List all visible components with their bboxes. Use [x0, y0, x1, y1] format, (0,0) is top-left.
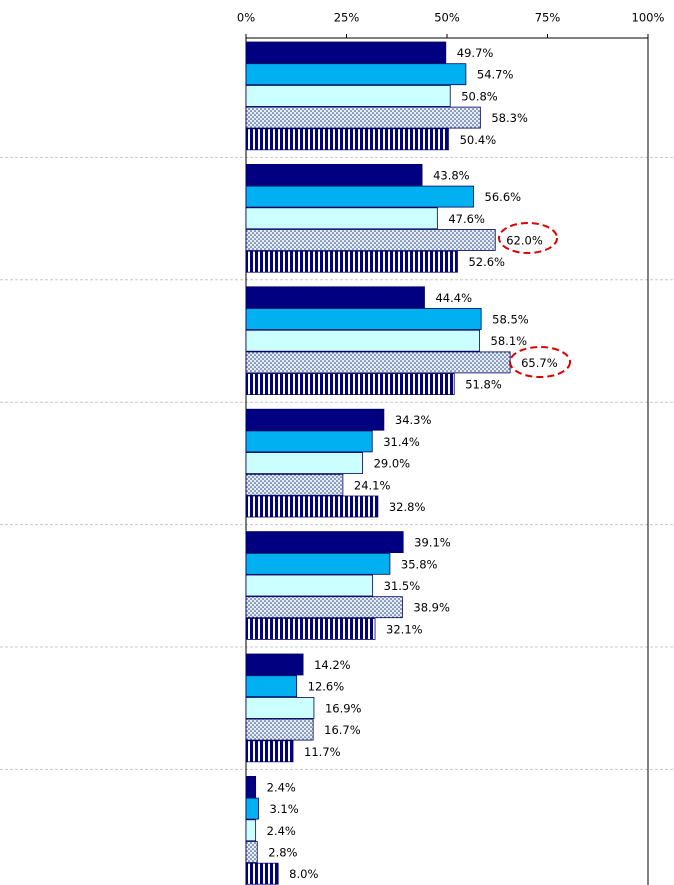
bar — [245, 819, 257, 842]
bar — [245, 128, 450, 151]
highlight-ellipse — [498, 222, 558, 254]
data-label: 38.9% — [413, 601, 450, 615]
data-label: 47.6% — [448, 212, 485, 226]
bar — [245, 207, 438, 230]
data-label: 39.1% — [414, 536, 451, 550]
bar — [245, 740, 294, 763]
data-label: 16.7% — [324, 723, 361, 737]
bar — [245, 408, 385, 431]
x-tick-label: 50% — [434, 11, 460, 25]
data-label: 2.4% — [267, 780, 296, 794]
bar — [245, 63, 467, 86]
bar — [245, 286, 425, 309]
bar — [245, 841, 258, 863]
bar — [245, 495, 379, 518]
data-label: 58.3% — [491, 111, 528, 125]
x-tick-label: 100% — [632, 11, 665, 25]
data-label: 43.8% — [433, 168, 470, 182]
bar — [245, 473, 344, 496]
data-label: 29.0% — [374, 457, 411, 471]
bar — [245, 596, 403, 619]
data-label: 52.6% — [468, 255, 505, 269]
bar — [245, 862, 279, 885]
data-label: 49.7% — [457, 46, 494, 60]
data-label: 58.1% — [491, 334, 528, 348]
bar — [245, 163, 423, 186]
data-label: 3.1% — [269, 802, 298, 816]
data-label: 35.8% — [401, 557, 438, 571]
data-label: 14.2% — [314, 658, 351, 672]
bar — [245, 531, 404, 553]
data-label: 12.6% — [308, 680, 345, 694]
data-label: 16.9% — [325, 701, 362, 715]
bar — [245, 675, 298, 698]
data-label: 2.8% — [268, 846, 297, 860]
data-label: 32.8% — [389, 500, 426, 514]
bar — [245, 552, 391, 575]
bar — [245, 106, 481, 129]
data-label: 8.0% — [289, 867, 318, 881]
bar — [245, 653, 304, 676]
data-label: 24.1% — [354, 478, 391, 492]
separators — [0, 156, 674, 770]
data-label: 56.6% — [485, 190, 522, 204]
bar — [245, 718, 314, 741]
bar — [245, 797, 259, 820]
bar — [245, 697, 315, 719]
bar — [245, 250, 458, 273]
bar — [245, 776, 257, 798]
bar — [245, 329, 480, 352]
data-label: 44.4% — [435, 291, 472, 305]
bar — [245, 229, 496, 251]
data-label: 51.8% — [465, 378, 502, 392]
data-label: 50.4% — [460, 133, 497, 147]
x-tick-label: 25% — [334, 11, 360, 25]
data-label: 11.7% — [304, 745, 341, 759]
x-tick-label: 75% — [535, 11, 561, 25]
data-label: 50.8% — [461, 89, 498, 103]
bar — [245, 351, 511, 374]
data-label: 54.7% — [477, 68, 514, 82]
data-label: 32.1% — [386, 622, 423, 636]
bar — [245, 41, 447, 64]
data-label: 34.3% — [395, 413, 432, 427]
data-label: 31.4% — [383, 435, 420, 449]
bar — [245, 452, 363, 475]
bar — [245, 373, 455, 396]
marks: 0% 25% 50% 75% 100% 49.7% 54.7% 50.8% 58.3% 50.4%… — [237, 11, 665, 885]
bar — [245, 85, 451, 107]
data-label: 2.4% — [267, 824, 296, 838]
x-tick-label: 0% — [237, 11, 255, 25]
bar — [245, 430, 373, 453]
highlight-ellipse — [509, 346, 571, 378]
data-label: 62.0% — [506, 234, 543, 248]
data-label: 58.5% — [492, 313, 529, 327]
bar — [245, 308, 482, 330]
data-label: 65.7% — [521, 356, 558, 370]
bar — [245, 185, 474, 208]
data-label: 31.5% — [384, 579, 421, 593]
bar — [245, 618, 376, 640]
bar — [245, 574, 374, 597]
